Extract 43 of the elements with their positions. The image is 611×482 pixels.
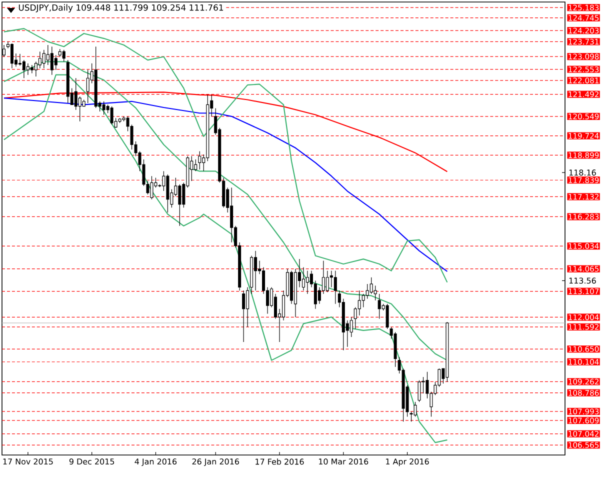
candlestick — [166, 174, 170, 213]
candlestick — [306, 270, 309, 294]
candlestick — [230, 187, 234, 243]
candlestick — [374, 285, 377, 301]
line-series — [3, 28, 448, 283]
candlestick — [26, 63, 30, 76]
candlestick — [22, 60, 26, 78]
candlestick — [178, 184, 182, 226]
candlestick — [246, 286, 250, 328]
candlestick — [110, 106, 114, 125]
candlestick — [62, 50, 66, 62]
candlestick — [414, 402, 417, 418]
candlestick — [102, 101, 106, 116]
candlestick — [54, 54, 58, 70]
candlestick — [362, 294, 365, 308]
candlestick — [86, 70, 90, 104]
candlestick — [242, 290, 246, 342]
candlestick — [150, 176, 154, 200]
candlestick — [30, 64, 34, 74]
line-series — [3, 98, 448, 272]
candlestick — [302, 266, 305, 291]
candlestick — [330, 270, 333, 288]
candlestick — [198, 150, 202, 170]
candlestick — [38, 51, 42, 69]
candlestick — [350, 316, 353, 338]
candlestick — [378, 294, 381, 320]
candlestick — [386, 304, 389, 330]
candlestick — [334, 270, 337, 304]
candlestick — [418, 380, 421, 402]
candlestick — [326, 270, 329, 292]
candlestick — [42, 50, 46, 69]
candlestick — [18, 54, 22, 66]
candlestick — [254, 250, 258, 291]
candlestick — [366, 284, 369, 300]
candlestick — [370, 277, 373, 294]
candlestick — [74, 78, 78, 110]
candlestick — [50, 46, 54, 76]
candlestick — [358, 290, 361, 316]
candlestick — [34, 61, 38, 77]
candlestick — [10, 43, 14, 69]
chart-title: USDJPY,Daily 109.448 111.799 109.254 111.761 — [18, 4, 224, 12]
candlestick — [194, 159, 198, 172]
line-series — [3, 74, 448, 444]
